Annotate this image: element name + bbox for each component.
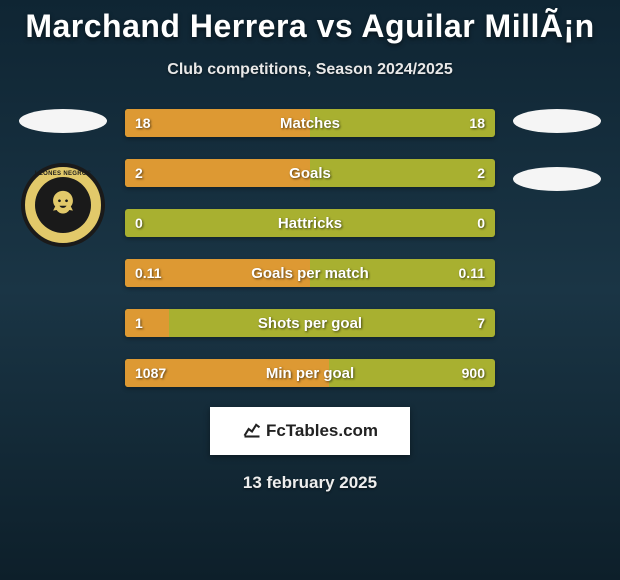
bar-value-right: 0 [477, 215, 485, 231]
bar-value-right: 2 [477, 165, 485, 181]
comparison-content: LEONES NEGROS 18 Matches 18 2 Goals 2 0 Hattric… [0, 109, 620, 387]
bar-value-left: 1087 [135, 365, 166, 381]
bar-value-left: 2 [135, 165, 143, 181]
bar-label: Min per goal [266, 365, 354, 382]
bar-fill-left [125, 309, 169, 337]
left-club-logo: LEONES NEGROS [21, 163, 105, 247]
watermark: FcTables.com [210, 407, 410, 455]
bar-label: Matches [280, 115, 340, 132]
stat-bars: 18 Matches 18 2 Goals 2 0 Hattricks 0 0.11 Goals p… [125, 109, 495, 387]
stat-bar-matches: 18 Matches 18 [125, 109, 495, 137]
bar-value-right: 0.11 [459, 265, 485, 281]
stat-bar-goals: 2 Goals 2 [125, 159, 495, 187]
page-subtitle: Club competitions, Season 2024/2025 [0, 61, 620, 79]
bar-value-left: 0 [135, 215, 143, 231]
bar-label: Hattricks [278, 215, 342, 232]
chart-icon [242, 419, 262, 444]
bar-value-left: 18 [135, 115, 151, 131]
page-title: Marchand Herrera vs Aguilar MillÃ¡n [0, 0, 620, 45]
bar-label: Goals [289, 165, 331, 182]
bar-value-left: 1 [135, 315, 143, 331]
bar-label: Goals per match [251, 265, 369, 282]
bar-value-right: 900 [462, 365, 485, 381]
right-side [507, 109, 607, 191]
watermark-text: FcTables.com [266, 421, 378, 441]
bar-value-right: 7 [477, 315, 485, 331]
lion-icon [35, 177, 91, 233]
bar-label: Shots per goal [258, 315, 362, 332]
stat-bar-min-per-goal: 1087 Min per goal 900 [125, 359, 495, 387]
stat-bar-hattricks: 0 Hattricks 0 [125, 209, 495, 237]
stat-bar-goals-per-match: 0.11 Goals per match 0.11 [125, 259, 495, 287]
left-player-oval [19, 109, 107, 133]
stat-bar-shots-per-goal: 1 Shots per goal 7 [125, 309, 495, 337]
right-club-oval [513, 167, 601, 191]
bar-fill-left [125, 159, 310, 187]
left-side: LEONES NEGROS [13, 109, 113, 247]
bar-value-left: 0.11 [135, 265, 161, 281]
club-logo-text: LEONES NEGROS [35, 171, 91, 177]
bar-value-right: 18 [469, 115, 485, 131]
right-player-oval [513, 109, 601, 133]
date-label: 13 february 2025 [0, 473, 620, 493]
